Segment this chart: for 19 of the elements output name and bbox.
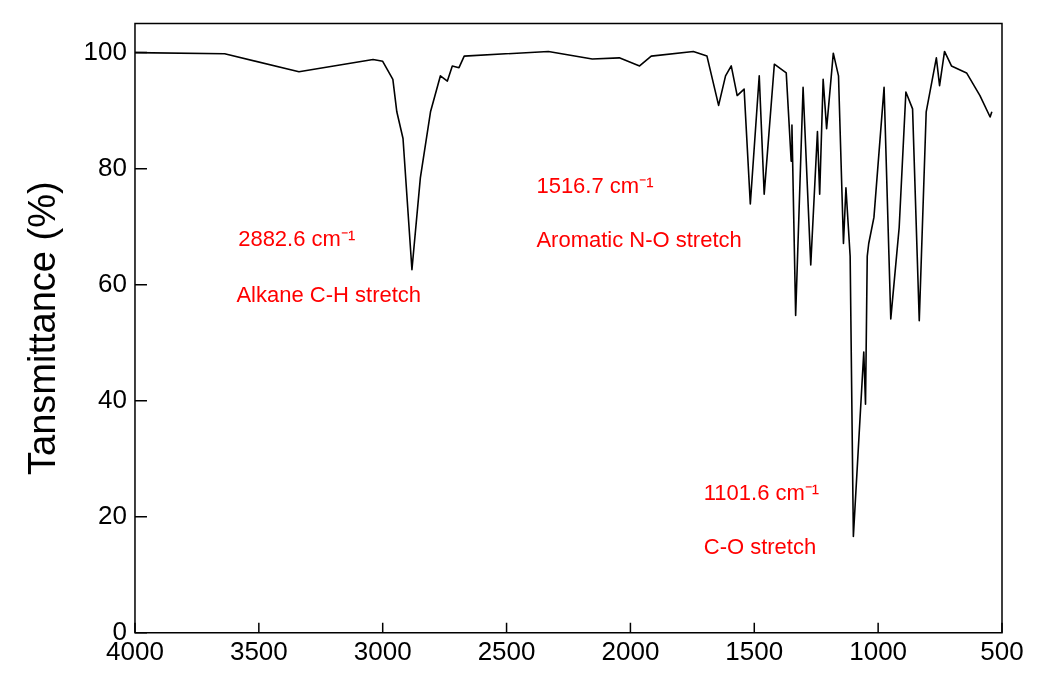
annotation: Aromatic N-O stretch xyxy=(536,226,742,252)
annotation: 1516.7 cm⁻¹ xyxy=(536,172,654,198)
x-tick-label: 500 xyxy=(980,635,1024,666)
x-tick-label: 1000 xyxy=(849,635,908,666)
x-tick-label: 2000 xyxy=(601,635,660,666)
annotation: 2882.6 cm⁻¹ xyxy=(238,225,356,251)
annotation: C-O stretch xyxy=(703,534,817,560)
x-tick-label: 1500 xyxy=(725,635,784,666)
x-tick-label: 2500 xyxy=(477,635,536,666)
y-tick-label: 60 xyxy=(98,267,127,298)
y-tick-label: 40 xyxy=(98,383,127,414)
annotation: Alkane C-H stretch xyxy=(236,282,422,308)
x-tick-label: 3000 xyxy=(353,635,412,666)
x-tick-label: 3500 xyxy=(229,635,288,666)
y-tick-label: 20 xyxy=(98,499,127,530)
annotation: 1101.6 cm⁻¹ xyxy=(703,480,820,505)
y-axis-title: Tansmittance (%) xyxy=(21,181,64,475)
y-tick-label: 80 xyxy=(98,151,127,182)
y-tick-label: 100 xyxy=(83,35,127,66)
